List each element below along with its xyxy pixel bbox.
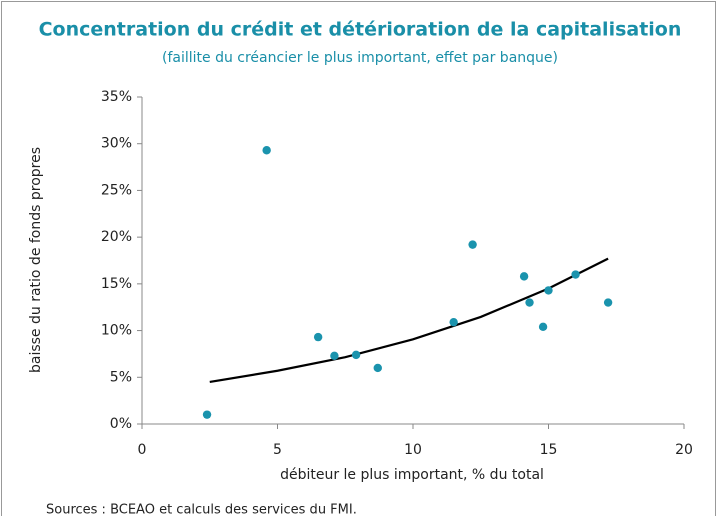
scatter-point [571, 270, 580, 279]
scatter-point [313, 332, 323, 342]
scatter-point [603, 298, 613, 307]
source-note: Sources : BCEAO et calculs des services … [46, 503, 357, 517]
chart-subtitle: (faillite du créancier le plus important… [162, 50, 558, 66]
y-tick-label: 25% [101, 182, 132, 198]
y-axis-label: baisse du ratio de fonds propres [28, 147, 44, 373]
scatter-point [330, 351, 339, 360]
scatter-point [519, 272, 529, 281]
y-tick-label: 20% [101, 229, 132, 245]
x-tick-label: 15 [540, 442, 558, 458]
scatter-point [449, 317, 458, 327]
scatter-point [202, 410, 212, 419]
scatter-point [525, 298, 534, 307]
x-tick-label: 10 [404, 442, 422, 458]
y-tick-label: 10% [101, 323, 132, 339]
scatter-point [351, 350, 361, 360]
y-tick-label: 5% [110, 369, 132, 385]
scatter-point [373, 363, 382, 373]
chart-title: Concentration du crédit et détérioration… [39, 19, 682, 41]
x-tick-label: 0 [138, 442, 147, 458]
scatter-point [262, 146, 271, 155]
x-tick-label: 5 [273, 442, 282, 458]
y-tick-label: 15% [101, 276, 132, 292]
y-tick-label: 30% [101, 136, 132, 152]
scatter-point [468, 240, 477, 249]
x-axis-label: débiteur le plus important, % du total [280, 467, 544, 483]
scatter-point [544, 286, 553, 295]
scatter-point [538, 322, 548, 332]
y-tick-label: 35% [101, 89, 132, 105]
y-tick-label: 0% [110, 416, 132, 432]
x-tick-label: 20 [675, 442, 693, 458]
trend-line [209, 257, 609, 384]
